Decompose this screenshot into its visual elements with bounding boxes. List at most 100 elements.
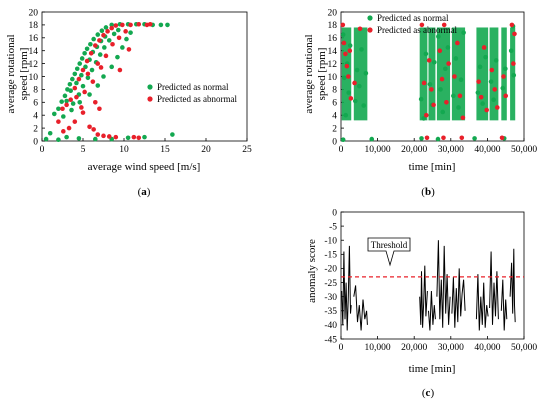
normal-point xyxy=(69,107,74,113)
normal-point xyxy=(82,50,87,56)
normal-point xyxy=(95,83,101,88)
normal-point xyxy=(445,45,451,50)
normal-point xyxy=(340,137,346,143)
abnormal-point xyxy=(484,107,489,113)
legend-abnormal-label: Predicted as abnormal xyxy=(377,25,457,35)
normal-point xyxy=(83,64,88,70)
y-tick-label: 18 xyxy=(328,21,338,31)
normal-point xyxy=(443,66,448,72)
y-tick-label: 18 xyxy=(29,21,39,31)
normal-point xyxy=(419,136,424,141)
anomaly-score-segment xyxy=(500,279,508,331)
abnormal-point xyxy=(64,102,69,108)
panel-a-axes: 0 5 10 15 20 25 0 2 4 6 8 10 12 14 16 18 20 xyxy=(29,8,253,155)
normal-point xyxy=(79,72,84,78)
panel-a-points xyxy=(43,21,175,143)
normal-dense-band xyxy=(501,27,507,121)
abnormal-point xyxy=(97,106,102,112)
abnormal-point xyxy=(68,97,73,103)
abnormal-point xyxy=(344,63,350,69)
x-tick-label: 10,000 xyxy=(365,343,391,353)
normal-point xyxy=(56,106,61,112)
x-tick-label: 0 xyxy=(339,343,344,353)
abnormal-point xyxy=(446,61,451,66)
normal-point xyxy=(70,101,76,106)
anomaly-score-segment xyxy=(353,285,368,331)
abnormal-point xyxy=(79,105,84,110)
abnormal-point xyxy=(341,40,347,46)
normal-dense-band xyxy=(428,27,436,121)
threshold-callout-label: Threshold xyxy=(371,240,408,250)
abnormal-point xyxy=(489,67,495,73)
normal-point xyxy=(357,83,362,89)
anomaly-score-segment xyxy=(489,251,499,325)
normal-point xyxy=(59,99,64,104)
abnormal-point xyxy=(509,22,515,28)
abnormal-point xyxy=(455,40,460,46)
panel-b-axes: 0 10,000 20,000 30,000 40,000 50,000 0 2 4 6 8 10 12… xyxy=(328,8,538,155)
abnormal-point xyxy=(452,74,457,79)
normal-point xyxy=(56,137,61,143)
normal-point xyxy=(74,80,79,86)
panel-a-xlabel: average wind speed [m/s] xyxy=(88,161,201,173)
normal-point xyxy=(124,36,129,42)
normal-point xyxy=(91,36,96,42)
y-tick-label: 14 xyxy=(328,47,338,57)
abnormal-point xyxy=(90,79,96,84)
panel-a-legend: Predicted as normal Predicted as abnorma… xyxy=(147,82,237,104)
normal-point xyxy=(340,32,346,37)
normal-point xyxy=(47,130,53,136)
y-tick-label: 16 xyxy=(29,34,39,44)
abnormal-point xyxy=(494,105,500,110)
panel-c-xlabel: time [min] xyxy=(409,363,456,375)
normal-point xyxy=(488,79,494,84)
abnormal-point xyxy=(56,119,61,124)
abnormal-point xyxy=(98,65,104,70)
panel-c-series-line xyxy=(341,240,516,331)
abnormal-point xyxy=(101,32,106,38)
normal-point xyxy=(103,25,109,30)
normal-point xyxy=(158,22,164,28)
abnormal-point xyxy=(95,61,101,66)
abnormal-point xyxy=(423,112,429,118)
y-tick-label: 4 xyxy=(33,112,38,122)
x-tick-label: 50,000 xyxy=(511,343,537,353)
legend-normal-label: Predicted as normal xyxy=(377,13,449,23)
normal-point xyxy=(52,111,57,117)
abnormal-point xyxy=(501,74,506,79)
normal-point xyxy=(97,52,103,57)
normal-point xyxy=(359,47,364,52)
abnormal-point xyxy=(117,67,123,73)
abnormal-point xyxy=(76,76,82,82)
normal-point xyxy=(115,54,120,60)
abnormal-point xyxy=(357,26,363,32)
abnormal-point xyxy=(441,135,446,141)
y-tick-label: 20 xyxy=(29,8,39,18)
x-tick-label: 40,000 xyxy=(474,145,500,155)
abnormal-point xyxy=(85,71,91,77)
panel-b-dense-blocks xyxy=(341,27,516,121)
normal-point xyxy=(511,72,517,78)
x-tick-label: 0 xyxy=(339,145,344,155)
x-tick-label: 10 xyxy=(119,145,129,155)
normal-point xyxy=(483,54,488,60)
y-tick-label: 4 xyxy=(332,112,337,122)
anomaly-score-segment xyxy=(451,268,466,328)
panel-b-legend: Predicted as normal Predicted as abnorma… xyxy=(367,13,457,35)
normal-point xyxy=(43,136,49,142)
abnormal-point xyxy=(80,110,86,115)
abnormal-point xyxy=(424,135,430,141)
normal-point xyxy=(87,92,92,97)
plot-frame xyxy=(340,211,525,340)
y-tick-label: 0 xyxy=(33,137,38,147)
normal-point xyxy=(475,90,481,95)
normal-point xyxy=(343,112,349,118)
panel-a-label: (a) xyxy=(138,186,151,198)
y-tick-label: -25 xyxy=(324,279,337,289)
legend-abnormal-marker xyxy=(147,96,153,102)
normal-dense-band xyxy=(341,27,352,121)
x-tick-label: 25 xyxy=(242,145,252,155)
abnormal-point xyxy=(437,48,443,53)
y-tick-label: 2 xyxy=(33,124,38,134)
abnormal-point xyxy=(340,22,346,28)
